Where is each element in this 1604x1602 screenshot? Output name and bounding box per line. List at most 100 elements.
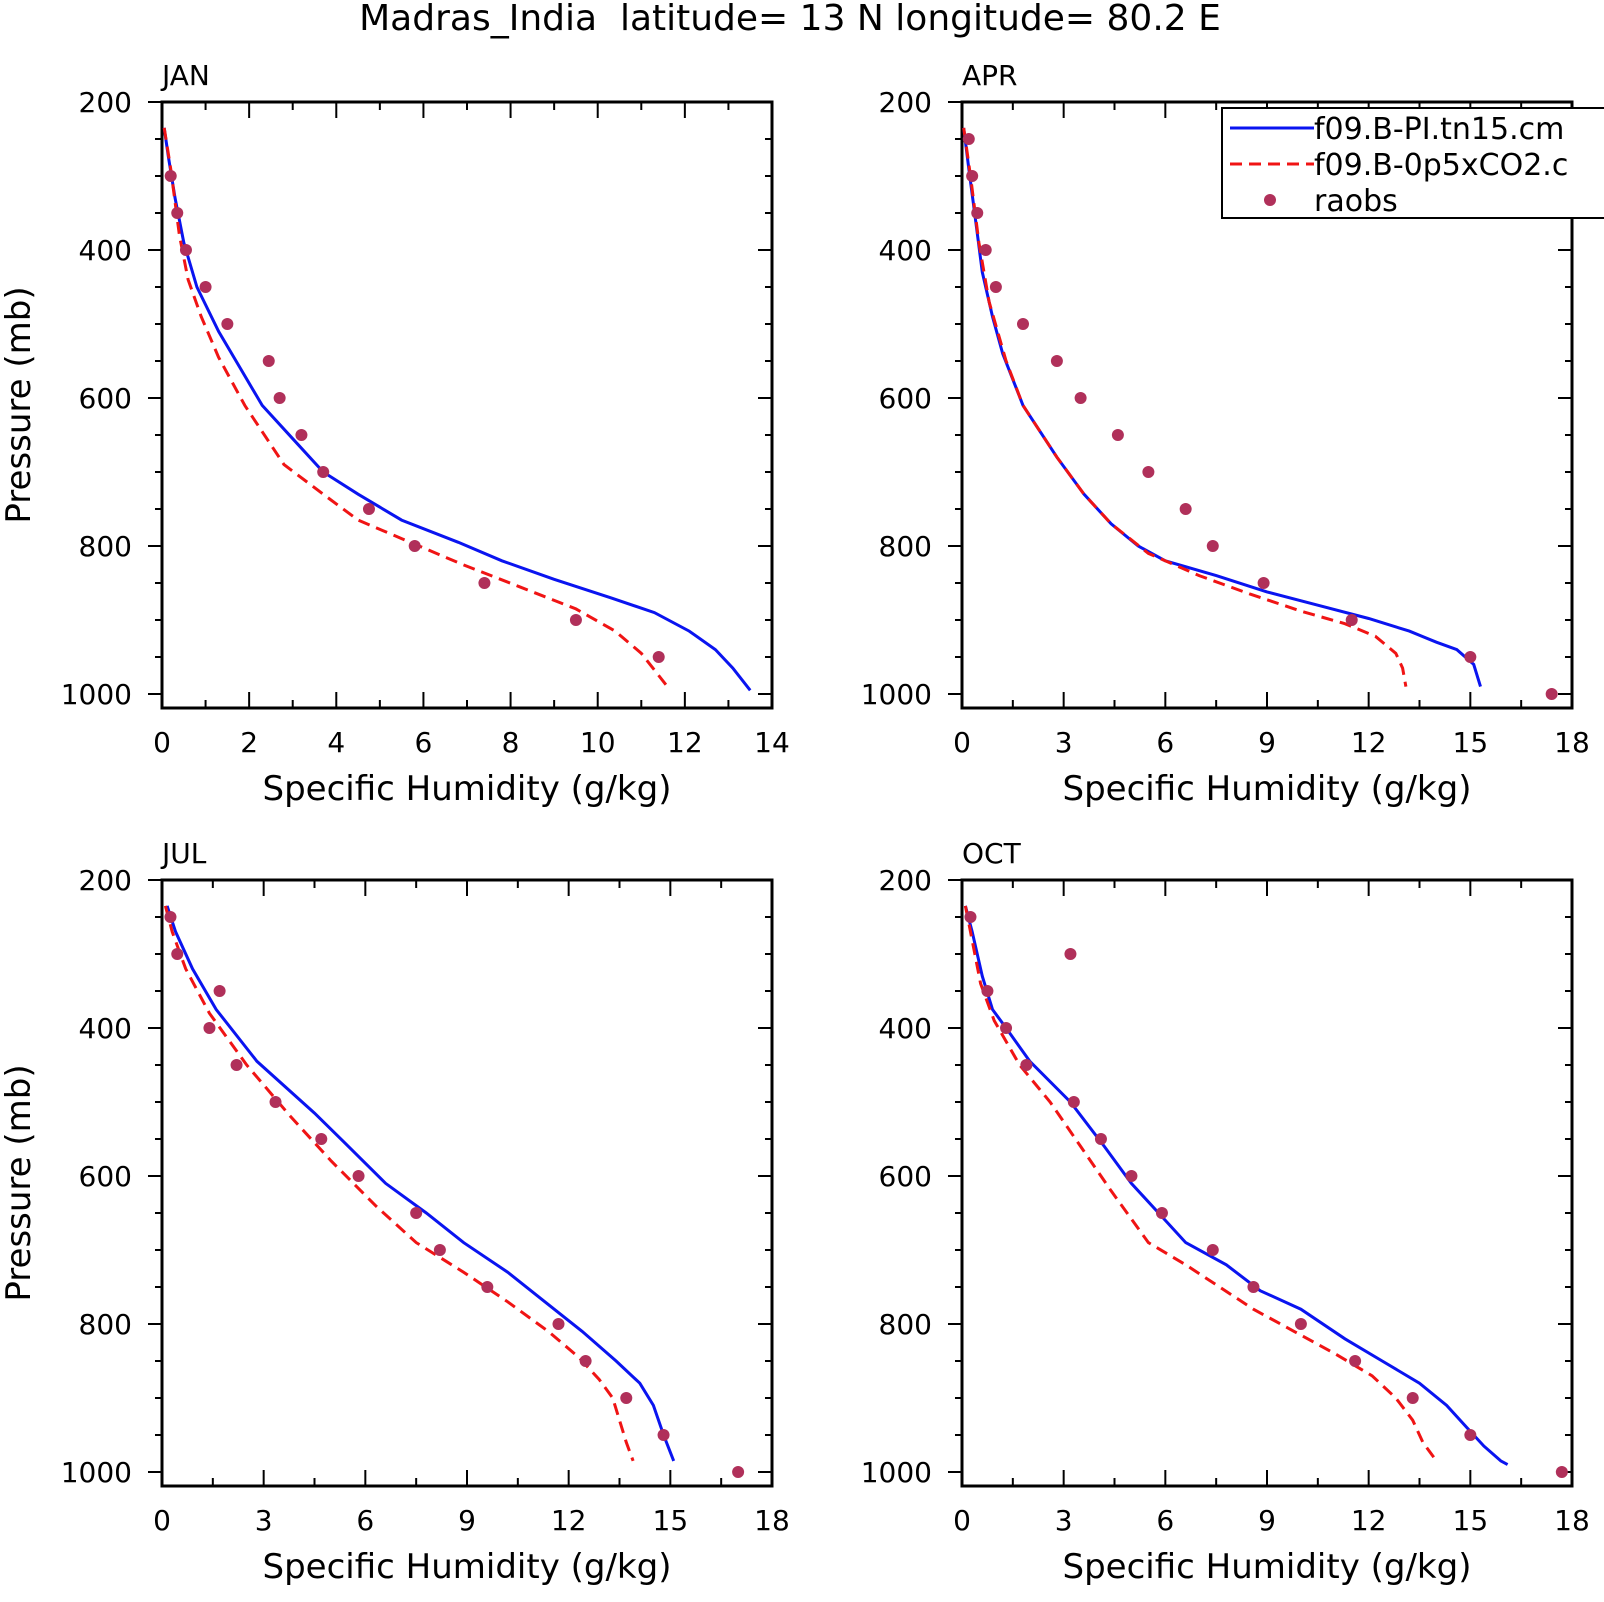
x-tick-label: 14 [754,726,790,759]
plot-frame [160,100,774,710]
raobs-point [1179,503,1192,515]
raobs-point [652,651,665,663]
x-tick-label: 8 [502,726,520,759]
raobs-point [964,911,977,923]
raobs-point [1206,540,1219,552]
series-line-f09-b-0p5xco2-c [962,127,1408,687]
series-group [162,127,752,692]
raobs-point [221,318,234,330]
x-tick-label: 18 [1554,1504,1590,1537]
x-tick-label: 0 [953,1504,971,1537]
raobs-point [1345,614,1358,626]
x-tick-label: 0 [153,1504,171,1537]
panel-jan: JAN 0 2 4 6 8 10 12 14 200 400 600 800 1000 Specific H… [0,59,790,809]
legend-label: raobs [1314,184,1398,219]
panel-label: OCT [962,837,1022,870]
legend-marker [1264,194,1276,206]
y-tick-label: 800 [879,1308,932,1341]
raobs-point [1247,1281,1260,1293]
x-tick-label: 9 [1258,1504,1276,1537]
raobs-point [317,466,330,478]
raobs-point [199,281,212,293]
raobs-point [1064,948,1077,960]
x-axis-title: Specific Humidity (g/kg) [263,1547,672,1587]
raobs-point [410,1207,423,1219]
legend-label: f09.B-PI.tn15.cm [1314,112,1564,147]
raobs-point [1464,1429,1477,1441]
raobs-point [1406,1392,1419,1404]
raobs-point [1111,429,1124,441]
legend-label: f09.B-0p5xCO2.c [1314,148,1568,183]
panel-label: JUL [160,837,207,870]
raobs-point [966,170,979,182]
x-tick-label: 15 [1453,1504,1489,1537]
raobs-point [352,1170,365,1182]
y-tick-label: 200 [79,864,132,897]
raobs-point [164,911,177,923]
plot-frame [960,878,1574,1488]
raobs-point [433,1244,446,1256]
panel-jul: JUL 0 3 6 9 12 15 18 200 400 600 800 1000 Specific Hu… [0,837,790,1587]
x-tick-label: 12 [667,726,703,759]
y-tick-label: 200 [879,86,932,119]
raobs-point [1017,318,1029,330]
x-tick-label: 3 [1055,726,1073,759]
raobs-point [1094,1133,1107,1145]
raobs-point [315,1133,328,1145]
raobs-point [1555,1466,1568,1478]
x-tick-label: 12 [551,1504,587,1537]
series-line-f09-b-0p5xco2-c [963,905,1438,1462]
raobs-point [203,1022,216,1034]
raobs-point [171,948,184,960]
raobs-point [1155,1207,1168,1219]
raobs-point [1050,355,1063,367]
x-tick-label: 15 [653,1504,689,1537]
raobs-point [1464,651,1477,663]
raobs-point [1142,466,1155,478]
y-tick-label: 400 [79,234,132,267]
x-tick-label: 15 [1453,726,1489,759]
raobs-point [989,281,1002,293]
x-tick-label: 9 [1258,726,1276,759]
x-axis-title: Specific Humidity (g/kg) [1063,1547,1472,1587]
raobs-point [552,1318,565,1330]
x-tick-label: 12 [1351,1504,1387,1537]
raobs-point [732,1466,745,1478]
series-line-f09-b-0p5xco2-c [163,905,635,1462]
raobs-point [981,985,994,997]
y-tick-label: 800 [879,530,932,563]
y-axis-title: Pressure (mb) [0,286,39,523]
raobs-point [1257,577,1270,589]
y-tick-label: 1000 [861,1456,932,1489]
y-tick-label: 600 [879,382,932,415]
raobs-point [478,577,491,589]
series-line-f09-b-pi-tn15-cm [963,905,1509,1466]
panel-oct: OCT 0 3 6 9 12 15 18 200 400 600 800 1000 Specific Hu… [861,837,1590,1587]
y-tick-label: 800 [79,530,132,563]
panel-label: APR [962,59,1018,92]
raobs-point [269,1096,282,1108]
x-tick-label: 2 [240,726,258,759]
panel-apr: APR 0 3 6 9 12 15 18 200 400 600 800 1000 Specific Hu… [861,59,1590,809]
y-tick-label: 600 [879,1160,932,1193]
series-group [962,127,1558,700]
x-tick-label: 0 [153,726,171,759]
y-tick-label: 1000 [61,678,132,711]
raobs-point [962,133,975,145]
raobs-point [1020,1059,1033,1071]
raobs-point [979,244,992,256]
raobs-point [230,1059,243,1071]
series-group [163,905,745,1478]
raobs-point [1067,1096,1080,1108]
raobs-point [1074,392,1087,404]
series-group [963,905,1568,1478]
y-tick-label: 400 [879,234,932,267]
x-tick-label: 3 [255,1504,273,1537]
raobs-point [1545,688,1558,700]
raobs-point [408,540,421,552]
raobs-point [657,1429,670,1441]
raobs-point [1349,1355,1362,1367]
